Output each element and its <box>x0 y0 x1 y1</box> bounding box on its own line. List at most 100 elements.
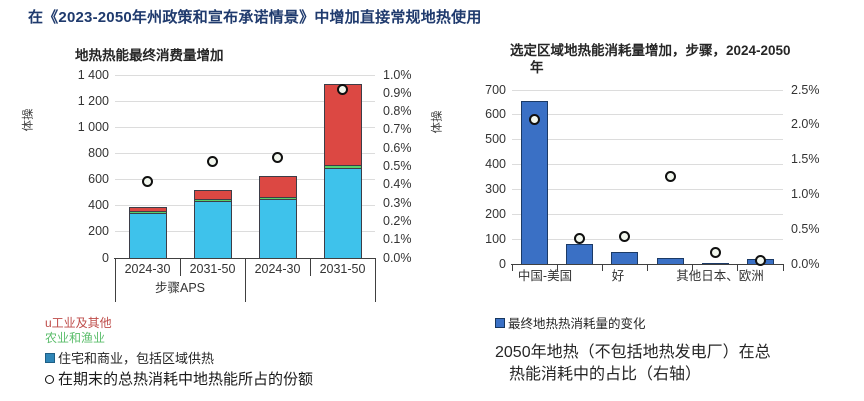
x-axis-tick <box>309 258 311 276</box>
gridline <box>512 114 783 116</box>
secondary-axis-tick-label: 0.9% <box>383 85 412 100</box>
x-axis-tick <box>737 264 739 271</box>
y-axis-tick-label: 600 <box>88 172 109 187</box>
right-chart-title-line1: 选定区域地热能消耗量增加，步骤，2024-2050 <box>510 43 791 58</box>
legend-share: 在期末的总热消耗中地热能所占的份额 <box>45 368 313 389</box>
right-chart-y-axis-label: 体操 <box>431 110 444 134</box>
left-chart-y-axis-label: 体操 <box>22 108 35 132</box>
y-axis-tick-label: 1 000 <box>77 119 109 134</box>
bar-segment <box>611 251 639 264</box>
bar-segment <box>656 257 684 264</box>
right-chart-footer: 2050年地热（不包括地热发电厂）在总 热能消耗中的占比（右轴） <box>495 342 835 386</box>
x-axis-tick <box>647 264 648 271</box>
bar-segment <box>128 207 167 212</box>
y-axis-tick-label: 1 400 <box>77 67 109 82</box>
x-axis-group-label: 步骤APS <box>154 281 205 295</box>
x-axis-tick <box>374 258 376 302</box>
y-axis-tick-label: 400 <box>88 198 109 213</box>
secondary-axis-tick-label: 1.0% <box>383 67 412 82</box>
bar-segment <box>128 212 167 258</box>
legend-final-consumption-label: 最终地热热消耗量的变化 <box>508 317 646 331</box>
x-label-good: 好 <box>611 269 625 283</box>
share-marker-circle <box>709 247 721 259</box>
secondary-axis-tick-label: 2.5% <box>791 82 820 97</box>
bar-segment <box>323 84 362 165</box>
gridline <box>115 205 375 207</box>
y-axis-tick-label: 800 <box>88 145 109 160</box>
gridline <box>512 188 783 190</box>
share-marker-circle <box>574 232 586 244</box>
gridline <box>115 179 375 181</box>
share-marker-circle <box>529 113 541 125</box>
bar-segment <box>258 176 297 197</box>
share-marker-circle <box>207 155 218 167</box>
y-axis-tick-label: 500 <box>485 132 506 147</box>
bar-segment <box>193 201 232 258</box>
legend-share-label: 在期末的总热消耗中地热能所占的份额 <box>58 371 314 388</box>
x-axis-category-label: 2024-30 <box>254 262 301 276</box>
gridline <box>512 139 783 141</box>
legend-final-consumption: 最终地热热消耗量的变化 <box>495 313 646 332</box>
y-axis-tick-label: 200 <box>88 224 109 239</box>
legend-residential-label: 住宅和商业，包括区域供热 <box>58 351 215 366</box>
x-label-other-japan-europe: 其他日本、欧洲 <box>676 269 764 283</box>
x-axis-category-label: 2024-30 <box>124 262 171 276</box>
y-axis-tick-label: 600 <box>485 107 506 122</box>
x-axis-category-label: 2031-50 <box>189 262 236 276</box>
secondary-axis-tick-label: 0.6% <box>383 140 412 155</box>
page-title: 在《2023-2050年州政策和宣布承诺情景》中增加直接常规地热使用 <box>28 9 482 26</box>
y-axis-tick-label: 100 <box>485 231 506 246</box>
legend-agriculture-label: 农业和渔业 <box>45 331 106 345</box>
left-chart-title: 地热热能最终消费量增加 <box>75 48 224 63</box>
secondary-axis-tick-label: 0.7% <box>383 122 412 137</box>
bar-segment <box>193 190 232 199</box>
right-chart-title-line2: 年 <box>530 60 544 75</box>
x-axis-tick <box>601 264 603 271</box>
gridline <box>115 100 375 102</box>
x-label-china-us: 中国-美国 <box>517 269 573 283</box>
footer-line2: 热能消耗中的占比（右轴） <box>509 366 702 383</box>
x-axis-tick <box>179 258 181 276</box>
x-axis-category-label: 2031-50 <box>319 262 366 276</box>
share-marker-circle <box>142 175 153 187</box>
bar-segment <box>258 199 297 258</box>
gridline <box>512 213 783 215</box>
share-marker-circle <box>337 84 348 96</box>
secondary-axis-tick-label: 0.3% <box>383 195 412 210</box>
footer-line1: 2050年地热（不包括地热发电厂）在总 <box>495 344 771 361</box>
share-marker-circle <box>664 170 676 182</box>
right-chart-title: 选定区域地热能消耗量增加，步骤，2024-2050 年 <box>510 42 820 76</box>
bar-segment <box>323 164 362 168</box>
x-axis-tick <box>244 258 246 302</box>
x-axis-tick <box>511 264 513 271</box>
y-axis-tick-label: 300 <box>485 181 506 196</box>
bar-segment <box>521 101 549 264</box>
secondary-axis-tick-label: 0.5% <box>383 159 412 173</box>
x-axis-tick <box>692 264 694 271</box>
gridline <box>512 238 783 240</box>
x-axis-tick <box>114 258 116 302</box>
x-axis-tick <box>782 264 784 271</box>
legend-industry: u工业及其他 <box>45 314 112 331</box>
navy-square-icon <box>495 318 505 328</box>
circle-marker-icon <box>45 375 54 384</box>
secondary-axis-tick-label: 0.0% <box>383 250 412 265</box>
share-marker-circle <box>754 255 766 267</box>
bar-segment <box>701 262 729 264</box>
gridline <box>512 89 783 91</box>
share-marker-circle <box>272 151 283 163</box>
secondary-axis-tick-label: 1.5% <box>791 152 820 167</box>
gridline <box>115 126 375 128</box>
bar-segment <box>128 211 167 213</box>
y-axis-tick-label: 200 <box>485 206 506 221</box>
bar-segment <box>258 196 297 200</box>
gridline <box>115 74 375 76</box>
share-marker-circle <box>619 230 631 242</box>
legend-residential: 住宅和商业，包括区域供热 <box>45 348 214 367</box>
bar-segment <box>323 167 362 258</box>
y-axis-tick-label: 0 <box>499 256 506 271</box>
secondary-axis-tick-label: 0.8% <box>383 104 412 119</box>
secondary-axis-tick-label: 0.0% <box>791 256 820 271</box>
y-axis-tick-label: 400 <box>485 157 506 172</box>
